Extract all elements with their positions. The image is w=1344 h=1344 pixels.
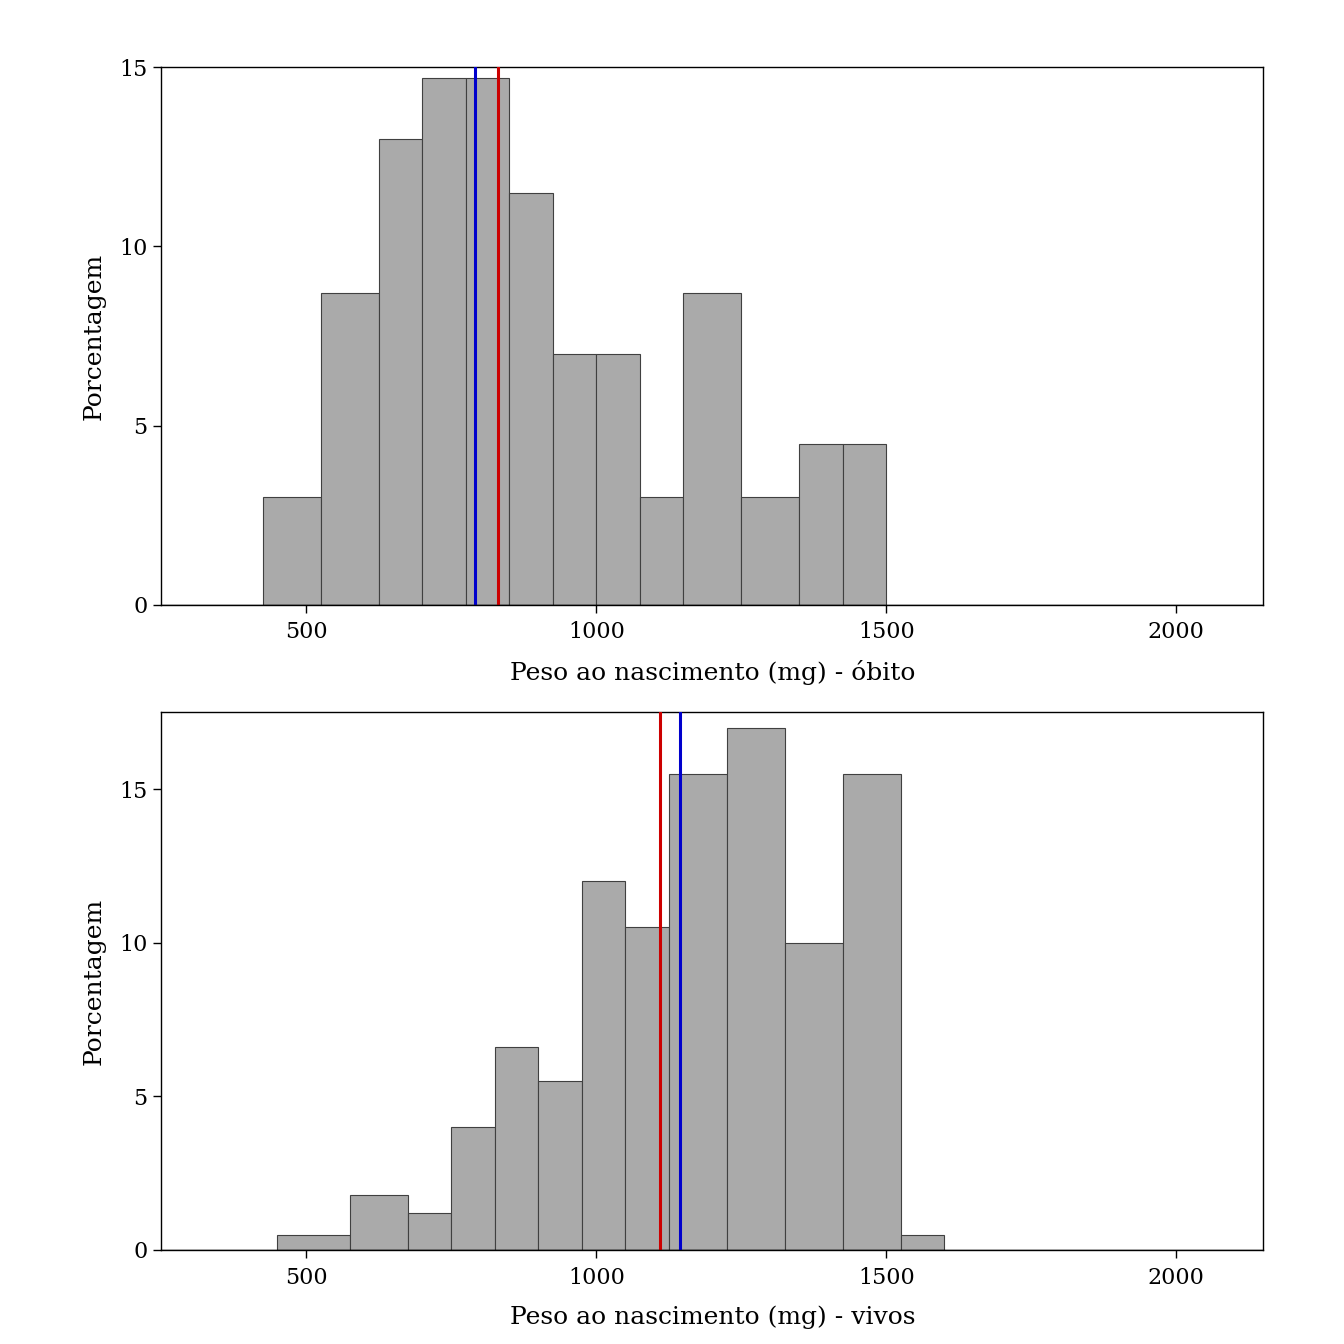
Bar xyxy=(582,882,625,1250)
Bar xyxy=(800,444,843,605)
Bar xyxy=(379,138,422,605)
X-axis label: Peso ao nascimento (mg) - vivos: Peso ao nascimento (mg) - vivos xyxy=(509,1305,915,1329)
Bar xyxy=(466,78,509,605)
Bar xyxy=(509,192,552,605)
Bar xyxy=(597,353,640,605)
Bar xyxy=(349,1195,407,1250)
Bar xyxy=(640,497,683,605)
Bar xyxy=(625,927,669,1250)
Bar xyxy=(422,78,466,605)
Bar xyxy=(495,1047,539,1250)
Bar xyxy=(843,774,900,1250)
Bar xyxy=(452,1128,495,1250)
Bar xyxy=(321,293,379,605)
Bar xyxy=(539,1081,582,1250)
Bar xyxy=(669,774,727,1250)
Bar xyxy=(843,444,886,605)
Bar xyxy=(727,727,785,1250)
Bar xyxy=(742,497,800,605)
Bar xyxy=(552,353,597,605)
Bar xyxy=(900,1235,945,1250)
Y-axis label: Porcentagem: Porcentagem xyxy=(82,253,105,419)
Bar xyxy=(785,942,843,1250)
Bar xyxy=(407,1214,452,1250)
Bar xyxy=(263,497,321,605)
Bar xyxy=(683,293,742,605)
X-axis label: Peso ao nascimento (mg) - óbito: Peso ao nascimento (mg) - óbito xyxy=(509,660,915,685)
Bar xyxy=(277,1235,349,1250)
Y-axis label: Porcentagem: Porcentagem xyxy=(82,898,105,1064)
